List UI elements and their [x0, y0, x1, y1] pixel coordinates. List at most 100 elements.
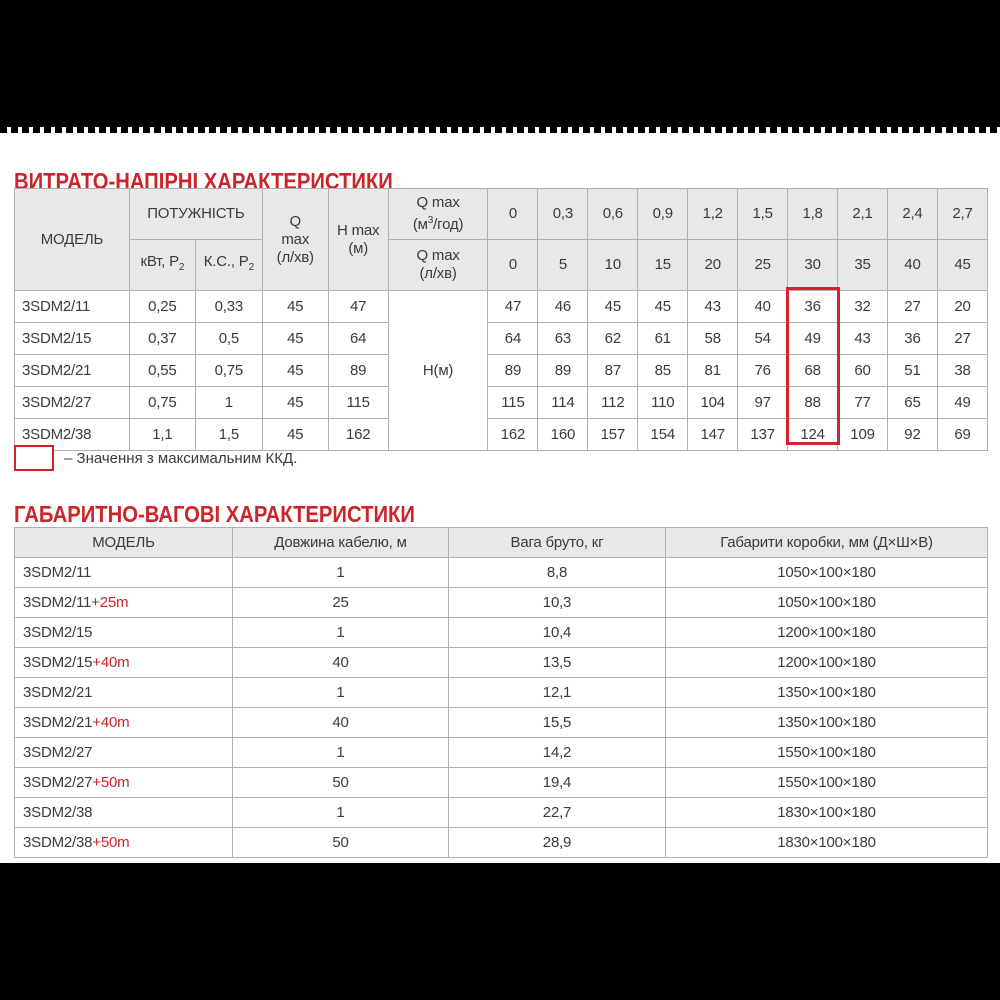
qmax-line2: max [281, 230, 310, 248]
head-value-cell: 69 [936, 418, 989, 451]
model-cell: 3SDM2/27 [14, 386, 130, 419]
head-value-cell: 60 [837, 354, 888, 387]
qmax-lmin-line2: (л/хв) [419, 265, 457, 282]
head-value-cell: 88 [787, 386, 839, 419]
hmax-cell: 64 [327, 322, 389, 355]
cable-length-cell: 1 [232, 557, 449, 588]
model-name: 3SDM2/15 [23, 623, 93, 641]
model-cable-suffix: +50m [92, 773, 130, 791]
dimensions-table-row: 3SDM2/15+40m 40 13,5 1200×100×180 [14, 647, 988, 678]
model-name: 3SDM2/11 [23, 563, 92, 581]
top-bar-dashed-edge [0, 127, 1000, 133]
hp-p2-subscript: 2 [248, 262, 255, 273]
qmax-m3h-unit-post: /год) [433, 216, 464, 233]
head-value-cell: 154 [637, 418, 689, 451]
head-value-cell: 58 [687, 322, 739, 355]
col-header-model: МОДЕЛЬ [14, 188, 130, 291]
col-header-qmax-lmin2: Q max (л/хв) [387, 239, 489, 291]
dimensions-table-wrapper: МОДЕЛЬ Довжина кабелю, м Вага бруто, кг … [14, 527, 988, 858]
power-hp-cell: 0,5 [194, 322, 263, 355]
dimensions-table-row: 3SDM2/21 1 12,1 1350×100×180 [14, 677, 988, 708]
gross-weight-cell: 10,4 [448, 617, 666, 648]
flow-lmin-header-cell: 45 [936, 239, 989, 291]
head-value-cell: 45 [637, 290, 689, 323]
model-cell: 3SDM2/11 [14, 557, 233, 588]
box-dimensions-cell: 1350×100×180 [665, 677, 988, 708]
head-value-cell: 49 [936, 386, 989, 419]
gross-weight-cell: 28,9 [448, 827, 666, 858]
legend: – Значення з максимальним ККД. [14, 445, 297, 471]
head-value-cell: 63 [537, 322, 589, 355]
gross-weight-cell: 12,1 [448, 677, 666, 708]
head-value-cell: 162 [487, 418, 539, 451]
head-value-cell: 36 [886, 322, 938, 355]
model-cell: 3SDM2/38 [14, 797, 233, 828]
head-value-cell: 40 [737, 290, 789, 323]
model-cable-suffix: +25m [91, 593, 129, 611]
dimensions-table-row: 3SDM2/11 1 8,8 1050×100×180 [14, 557, 988, 588]
head-value-cell: 43 [687, 290, 739, 323]
dimensions-table-row: 3SDM2/21+40m 40 15,5 1350×100×180 [14, 707, 988, 738]
legend-red-box-icon [14, 445, 54, 471]
model-cell: 3SDM2/21 [14, 677, 233, 708]
qmax-lmin-line1: Q max [416, 247, 460, 264]
flow-lmin-header-cell: 40 [886, 239, 938, 291]
gross-weight-cell: 14,2 [448, 737, 666, 768]
col-header-kw: кВт, P2 [128, 239, 196, 291]
flow-m3h-header-cell: 1,5 [737, 188, 789, 240]
head-value-cell: 114 [537, 386, 589, 419]
head-unit-cell: Н(м) [387, 290, 489, 451]
flow-lmin-header-cell: 35 [837, 239, 888, 291]
head-value-cell: 92 [886, 418, 938, 451]
qmax-cell: 45 [261, 386, 329, 419]
head-value-cell: 97 [737, 386, 789, 419]
qmax-line1: Q [289, 212, 302, 230]
model-name: 3SDM2/27 [23, 773, 93, 791]
power-kw-cell: 0,25 [128, 290, 196, 323]
hmax-line2: (м) [348, 239, 369, 257]
model-cell: 3SDM2/11 [14, 290, 130, 323]
head-value-cell: 51 [886, 354, 938, 387]
flow-m3h-header-cell: 0,3 [537, 188, 589, 240]
model-name: 3SDM2/11 [23, 593, 92, 611]
model-name: 3SDM2/38 [23, 803, 93, 821]
head-value-cell: 124 [787, 418, 839, 451]
qmax-m3h-line1: Q max [416, 194, 460, 211]
qmax-cell: 45 [261, 290, 329, 323]
gross-weight-cell: 10,3 [448, 587, 666, 618]
power-kw-cell: 0,37 [128, 322, 196, 355]
box-dimensions-cell: 1550×100×180 [665, 737, 988, 768]
head-value-cell: 32 [837, 290, 888, 323]
head-value-cell: 81 [687, 354, 739, 387]
qmax-m3h-superscript: 3 [427, 215, 434, 226]
hmax-cell: 162 [327, 418, 389, 451]
model-name: 3SDM2/21 [23, 683, 93, 701]
head-value-cell: 85 [637, 354, 689, 387]
gross-weight-cell: 13,5 [448, 647, 666, 678]
flow-lmin-header-cell: 25 [737, 239, 789, 291]
model-cell: 3SDM2/21 [14, 354, 130, 387]
flow-m3h-header-cell: 1,8 [787, 188, 839, 240]
flow-table-row: 3SDM2/11 0,25 0,33 45 47 Н(м) 47 46 45 45 43 40 36 32… [14, 290, 989, 451]
model-name: 3SDM2/15 [23, 653, 93, 671]
head-value-cell: 61 [637, 322, 689, 355]
flow-m3h-header-cell: 2,4 [886, 188, 938, 240]
legend-text: – Значення з максимальним ККД. [64, 449, 298, 467]
cable-length-cell: 50 [232, 767, 449, 798]
flow-table-row: 3SDM2/15 0,37 0,5 45 64 64 63 62 61 58 54 49 43 36 27 [14, 322, 989, 355]
dimensions-table-row: 3SDM2/27+50m 50 19,4 1550×100×180 [14, 767, 988, 798]
flow-lmin-header-cell: 0 [487, 239, 539, 291]
col-header-hp: К.С., P2 [194, 239, 263, 291]
hp-label: К.С., P [203, 253, 249, 270]
model-cable-suffix: +40m [92, 653, 130, 671]
qmax-line3: (л/хв) [276, 248, 314, 266]
flow-m3h-header-cell: 0 [487, 188, 539, 240]
flow-lmin-header-cell: 10 [587, 239, 639, 291]
head-value-cell: 27 [936, 322, 989, 355]
bottom-black-bar [0, 863, 1000, 1000]
hmax-cell: 47 [327, 290, 389, 323]
